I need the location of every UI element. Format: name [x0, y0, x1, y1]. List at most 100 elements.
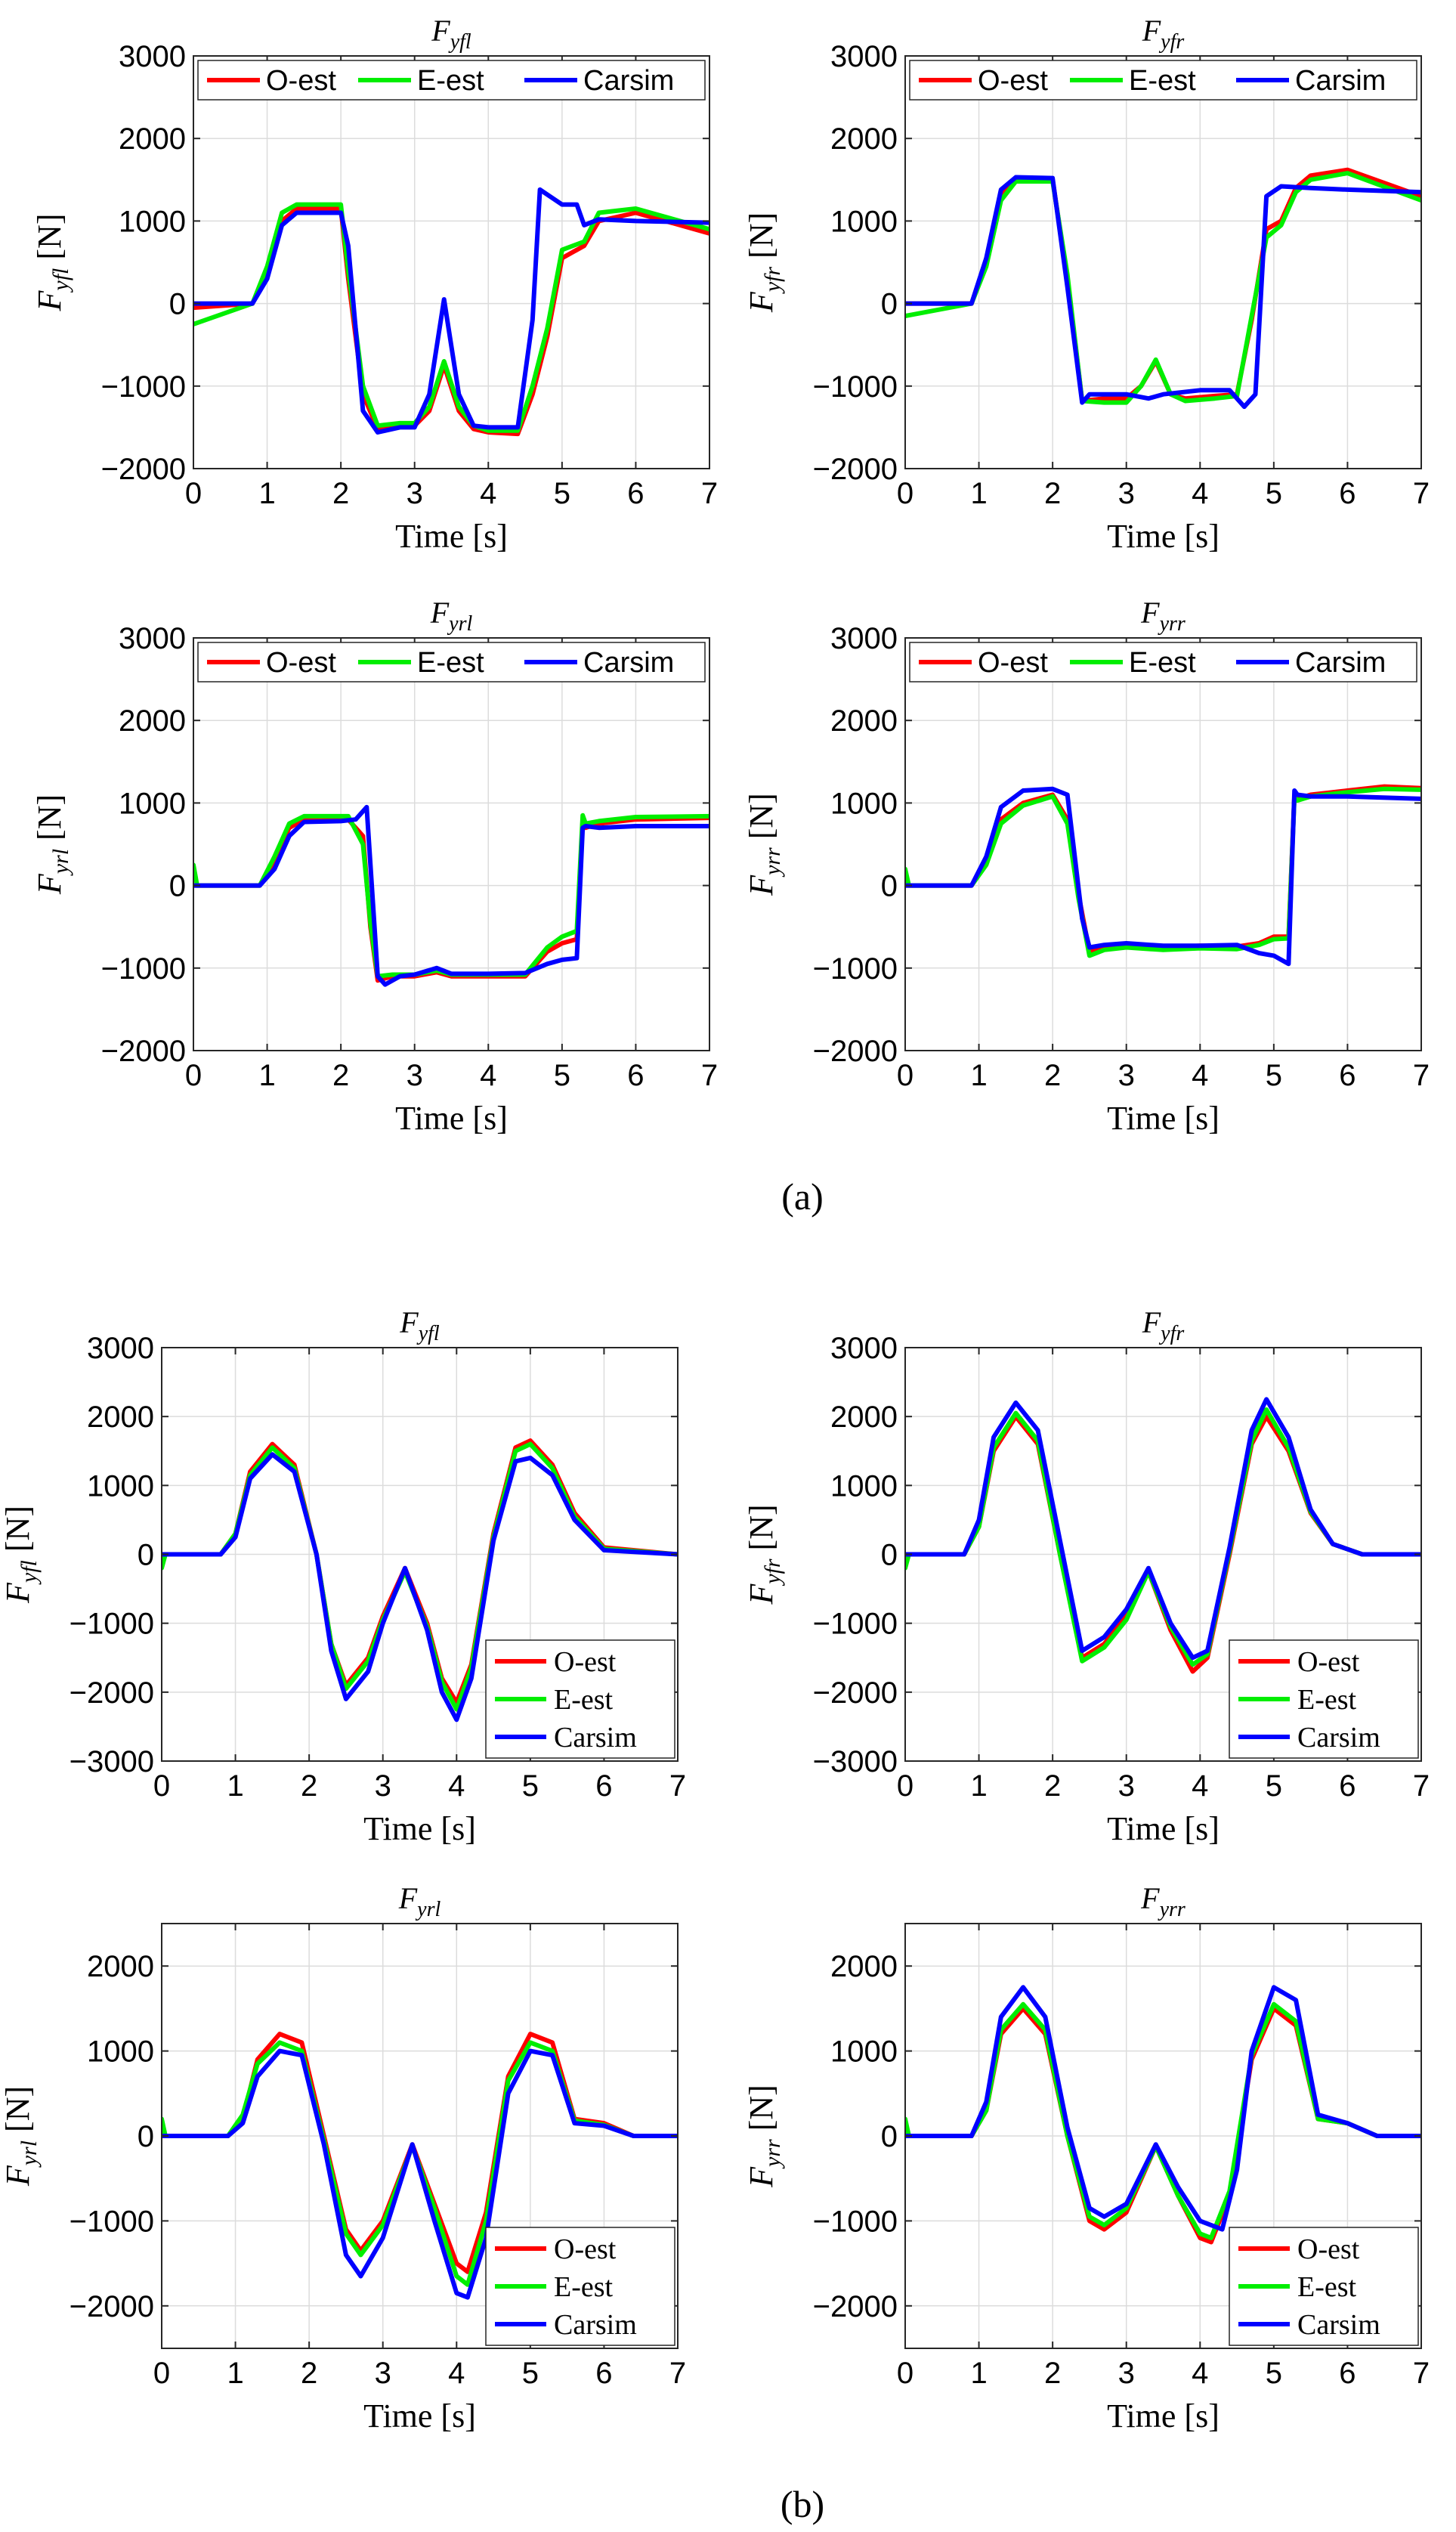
y-axis-label: Fyrl [N]: [31, 794, 73, 895]
y-tick-label: 0: [881, 2120, 898, 2153]
x-axis-label: Time [s]: [1107, 2397, 1220, 2434]
x-tick-label: 2: [301, 2357, 317, 2390]
y-tick-label: 1000: [119, 787, 186, 820]
chart-panel: 0 1 2 3 4 5 6 7 −2000 −1000 0 1000 2000 3000 Fyfr Time …: [743, 14, 1430, 555]
legend-label: E-est: [1129, 647, 1196, 679]
y-tick-label: 1000: [830, 2035, 898, 2069]
series-line-carsim: [905, 175, 1421, 410]
legend-label: E-est: [1297, 2271, 1357, 2303]
legend-label: O-est: [1297, 1646, 1360, 1678]
chart-panel: 0 1 2 3 4 5 6 7 −2000 −1000 0 1000 2000 3000 Fyrl Time …: [31, 596, 718, 1137]
chart-title-main: F: [1142, 14, 1161, 48]
y-tick-label: 0: [881, 288, 898, 321]
y-tick-label: −1000: [813, 2205, 898, 2238]
y-tick-label: −2000: [813, 1676, 898, 1710]
chart-title: Fyrl: [430, 596, 473, 636]
x-tick-label: 2: [332, 1059, 349, 1092]
y-tick-label: −1000: [101, 370, 186, 404]
y-label-unit: [N]: [31, 794, 68, 849]
y-tick-label: 3000: [87, 1332, 154, 1365]
x-tick-label: 4: [480, 477, 496, 510]
chart-title: Fyfr: [1142, 1305, 1185, 1345]
series-line-e-est: [905, 171, 1421, 405]
y-label-main: F: [0, 1582, 36, 1604]
series-line-carsim: [162, 1452, 678, 1723]
x-axis-label: Time [s]: [1107, 1810, 1220, 1847]
y-tick-label: 2000: [830, 122, 898, 156]
y-tick-label: 2000: [119, 704, 186, 738]
x-tick-label: 3: [407, 1059, 423, 1092]
y-tick-label: 3000: [830, 40, 898, 73]
y-label-main: F: [31, 873, 68, 895]
chart-title-main: F: [398, 1881, 418, 1915]
y-label-main: F: [31, 289, 68, 311]
legend: O-est E-est Carsim: [197, 642, 706, 683]
legend-label: O-est: [554, 2233, 617, 2265]
x-tick-label: 7: [669, 2357, 686, 2390]
y-axis-label: Fyrl [N]: [0, 2086, 42, 2187]
x-tick-label: 4: [1192, 1059, 1208, 1092]
legend-label: O-est: [1297, 2233, 1360, 2265]
y-tick-label: 0: [138, 1539, 154, 1572]
chart-title-subscript: yfr: [1158, 30, 1184, 54]
y-tick-label: 0: [138, 2120, 154, 2153]
legend-label: Carsim: [583, 65, 674, 97]
x-tick-label: 5: [554, 477, 570, 510]
x-tick-label: 1: [970, 477, 987, 510]
x-tick-label: 3: [1118, 1769, 1135, 1803]
x-tick-label: 3: [407, 477, 423, 510]
legend: O-est E-est Carsim: [1229, 2227, 1419, 2346]
x-tick-label: 5: [1266, 477, 1282, 510]
x-tick-label: 5: [1266, 1059, 1282, 1092]
y-tick-label: −2000: [813, 453, 898, 486]
legend-label: Carsim: [554, 2309, 637, 2341]
x-tick-label: 4: [1192, 1769, 1208, 1803]
x-tick-label: 3: [1118, 1059, 1135, 1092]
x-tick-label: 2: [1044, 1769, 1061, 1803]
legend-box: [909, 642, 1417, 683]
plot-area: [905, 56, 1421, 469]
x-tick-label: 7: [669, 1769, 686, 1803]
y-tick-label: 2000: [830, 1950, 898, 1983]
x-tick-label: 2: [1044, 2357, 1061, 2390]
y-label-subscript: yfr: [760, 267, 785, 295]
chart-title-main: F: [1142, 1305, 1161, 1339]
y-tick-label: 0: [881, 870, 898, 903]
legend: O-est E-est Carsim: [909, 642, 1417, 683]
chart-panel: 0 1 2 3 4 5 6 7 −2000 −1000 0 1000 2000 3000 Fyrr Time …: [743, 596, 1430, 1137]
x-tick-label: 1: [258, 477, 275, 510]
x-tick-label: 5: [522, 2357, 539, 2390]
chart-panel: 0 1 2 3 4 5 6 7 −3000 −2000 −1000 0 1000 2000 3000 Fyfr…: [743, 1305, 1430, 1847]
x-tick-label: 0: [185, 1059, 202, 1092]
y-tick-label: 3000: [119, 40, 186, 73]
chart-title-subscript: yfl: [448, 30, 471, 54]
y-tick-label: −1000: [813, 370, 898, 404]
axes-box: [904, 55, 1422, 469]
legend-box: [197, 60, 706, 101]
chart-title-main: F: [399, 1305, 419, 1339]
series-group: [193, 187, 709, 437]
x-tick-label: 5: [1266, 1769, 1282, 1803]
chart-panel: 0 1 2 3 4 5 6 7 −2000 −1000 0 1000 2000 Fyrl Time [s] F…: [0, 1881, 686, 2434]
y-label-subscript: yfr: [760, 1559, 785, 1586]
series-group: [162, 2032, 678, 2300]
y-label-unit: [N]: [743, 212, 780, 267]
legend-label: E-est: [1297, 1684, 1357, 1716]
legend-label: E-est: [1129, 65, 1196, 97]
y-label-unit: [N]: [0, 2086, 36, 2140]
y-label-main: F: [743, 874, 780, 896]
x-axis-label: Time [s]: [1107, 1100, 1220, 1137]
x-tick-label: 1: [227, 1769, 243, 1803]
legend: O-est E-est Carsim: [485, 2227, 675, 2346]
x-tick-label: 1: [970, 1059, 987, 1092]
x-tick-label: 4: [1192, 2357, 1208, 2390]
y-tick-label: 1000: [830, 787, 898, 820]
y-axis-label: Fyrr [N]: [743, 2085, 785, 2188]
series-line-carsim: [162, 2048, 678, 2300]
legend-label: O-est: [266, 65, 336, 97]
y-tick-label: −3000: [813, 1745, 898, 1778]
y-tick-label: 0: [169, 288, 186, 321]
y-axis-label: Fyrr [N]: [743, 793, 785, 896]
y-label-main: F: [743, 1583, 780, 1605]
